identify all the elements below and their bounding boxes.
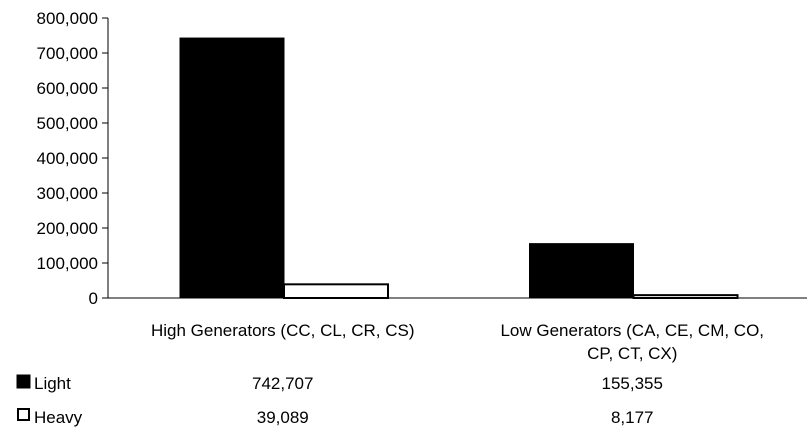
y-tick-label: 0 [89,289,98,308]
bar-light [179,37,285,299]
data-table-value: 155,355 [602,374,663,393]
x-category-label: High Generators (CC, CL, CR, CS) [151,321,415,340]
legend-label-heavy: Heavy [34,408,83,427]
data-table: Light 742,707 155,355 Heavy 39,089 8,177 [16,374,663,427]
data-table-value: 8,177 [611,408,654,427]
legend-label-light: Light [34,374,71,393]
y-axis: 0 100,000 200,000 300,000 400,000 500,000 600,… [37,9,109,308]
legend-key-light [16,374,31,389]
y-tick-label: 200,000 [37,219,98,238]
data-table-value: 39,089 [257,408,309,427]
y-tick-label: 400,000 [37,149,98,168]
y-tick-label: 700,000 [37,44,98,63]
y-tick-label: 300,000 [37,184,98,203]
data-table-value: 742,707 [252,374,313,393]
bars [179,37,739,300]
y-tick-label: 800,000 [37,9,98,28]
y-tick-label: 600,000 [37,79,98,98]
x-axis: High Generators (CC, CL, CR, CS) Low Gene… [108,297,807,363]
legend-key-heavy [17,408,30,421]
y-tick-label: 500,000 [37,114,98,133]
x-category-label: Low Generators (CA, CE, CM, CO, CP, CT, C… [500,321,764,363]
bar-light [529,243,634,299]
y-tick-label: 100,000 [37,254,98,273]
bar-heavy [283,283,389,299]
